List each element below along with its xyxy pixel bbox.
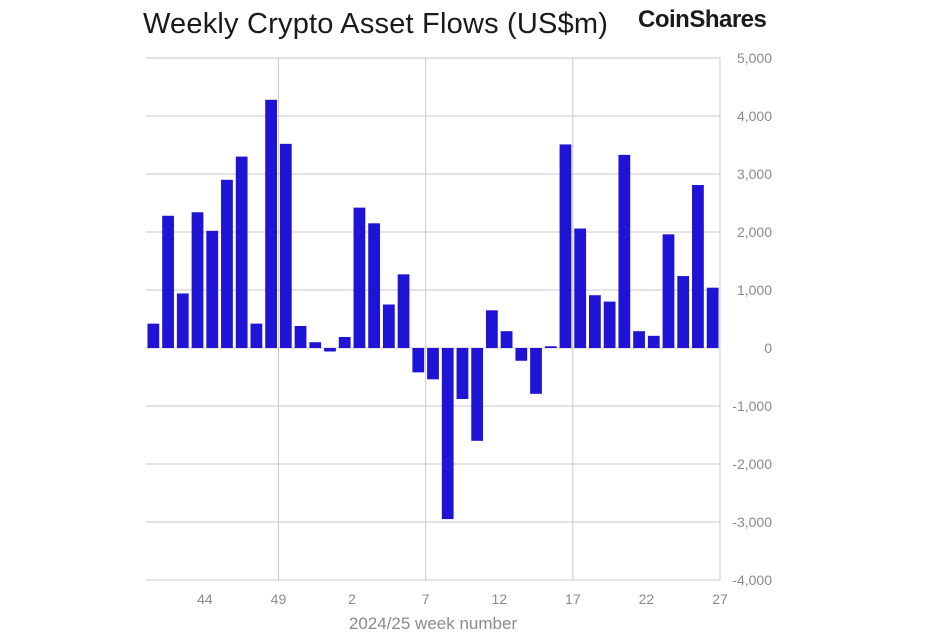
y-tick-label: 2,000	[737, 224, 772, 240]
bar-week-2	[338, 336, 351, 348]
y-tick-label: 1,000	[737, 282, 772, 298]
y-tick-label: 0	[764, 340, 772, 356]
x-tick-label: 27	[712, 591, 728, 607]
bar-week-8	[427, 348, 439, 380]
bar-week-24	[662, 234, 675, 348]
bar-week-23	[647, 335, 660, 348]
bar-week-15	[530, 348, 542, 394]
bar-week-5	[382, 304, 395, 348]
bars	[147, 99, 719, 520]
y-tick-label: 3,000	[737, 166, 772, 182]
x-tick-label: 49	[271, 591, 287, 607]
bar-week-1	[324, 348, 336, 352]
bar-week-25	[677, 276, 690, 348]
y-tick-label: 4,000	[737, 108, 772, 124]
bar-week-26	[692, 185, 704, 348]
bar-week-3	[353, 207, 366, 348]
bar-week-17	[559, 144, 572, 348]
y-tick-label: -4,000	[732, 572, 772, 588]
bar-week-27	[706, 287, 719, 348]
bar-week-9	[441, 348, 454, 520]
x-tick-label: 17	[565, 591, 581, 607]
y-tick-label: -2,000	[732, 456, 772, 472]
brand-logo: CoinShares	[638, 6, 767, 33]
y-axis-ticks: 5,000 4,000 3,000 2,000 1,000 0 -1,000 -2,000 -3…	[732, 50, 772, 588]
bar-week-50	[279, 143, 292, 348]
bar-week-41	[147, 323, 160, 348]
bar-week-14	[515, 348, 528, 361]
bar-week-21	[618, 154, 631, 348]
bar-week-46	[221, 179, 233, 348]
bar-week-48	[250, 323, 263, 348]
bar-week-18	[574, 228, 587, 348]
bar-week-22	[633, 331, 645, 348]
y-tick-label: -1,000	[732, 398, 772, 414]
bar-week-52	[309, 342, 322, 348]
bar-week-44	[191, 212, 204, 348]
x-axis-ticks: 44 49 2 7 12 17 22 27	[197, 591, 728, 607]
x-tick-label: 2	[348, 591, 356, 607]
bar-week-45	[206, 230, 219, 348]
x-tick-label: 44	[197, 591, 213, 607]
bar-week-7	[412, 348, 425, 373]
bar-week-43	[176, 293, 189, 348]
chart-title: Weekly Crypto Asset Flows (US$m)	[143, 8, 609, 40]
bar-week-16	[544, 346, 557, 348]
bar-week-11	[471, 348, 484, 441]
bar-week-51	[294, 325, 307, 348]
bar-week-19	[589, 295, 601, 348]
x-tick-label: 7	[422, 591, 430, 607]
bar-week-47	[235, 156, 248, 348]
bar-week-6	[397, 274, 410, 348]
bar-week-13	[500, 331, 513, 348]
bar-week-49	[265, 99, 277, 348]
x-tick-label: 22	[639, 591, 655, 607]
bar-week-42	[162, 215, 174, 348]
bar-week-12	[485, 310, 498, 348]
x-tick-label: 12	[491, 591, 507, 607]
x-axis-label: 2024/25 week number	[349, 614, 518, 633]
bar-week-10	[456, 348, 469, 400]
bar-week-20	[603, 301, 616, 348]
y-tick-label: 5,000	[737, 50, 772, 66]
bar-week-4	[368, 223, 381, 348]
y-tick-label: -3,000	[732, 514, 772, 530]
